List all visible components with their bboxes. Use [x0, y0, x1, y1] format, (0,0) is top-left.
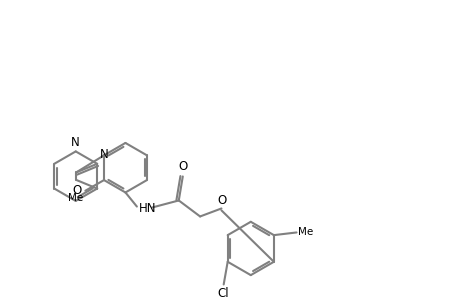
Text: HN: HN — [139, 202, 156, 215]
Text: O: O — [178, 160, 187, 173]
Text: O: O — [73, 184, 82, 197]
Text: Me: Me — [68, 193, 83, 203]
Text: N: N — [100, 148, 108, 161]
Text: Cl: Cl — [218, 287, 229, 300]
Text: Me: Me — [298, 227, 313, 238]
Text: N: N — [71, 136, 80, 148]
Text: O: O — [217, 194, 227, 207]
